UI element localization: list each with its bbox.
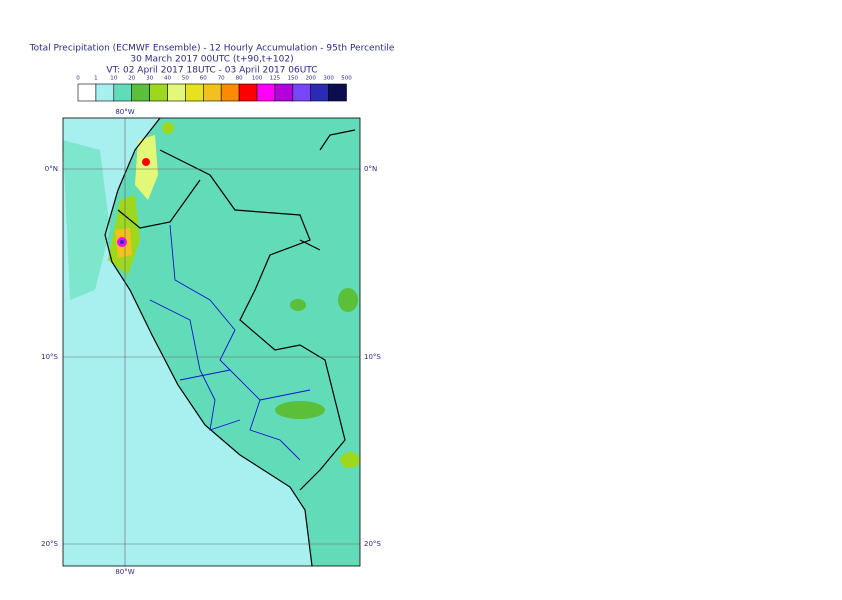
legend-box [292,83,311,102]
lat-label: 0°N [45,165,58,173]
legend-label: 30 [146,76,153,82]
legend-label: 200 [305,76,316,82]
precip-area [63,140,110,300]
legend-label: 80 [236,76,243,82]
precip-peak [142,158,150,166]
lon-label: 80°W [115,108,134,116]
title-line: VT: 02 April 2017 18UTC - 03 April 2017 … [106,66,317,76]
map [63,118,360,566]
legend-box [203,83,222,102]
legend-box [149,83,168,102]
legend-label: 70 [218,76,225,82]
legend-label: 125 [270,76,281,82]
lon-label: 80°W [115,568,134,576]
legend-label: 60 [200,76,207,82]
legend-box [131,83,150,102]
precip-area [340,452,360,468]
legend-label: 40 [164,76,171,82]
precip-peak [120,240,124,244]
legend-box [95,83,115,102]
legend-box [274,83,294,102]
legend-label: 300 [323,76,334,82]
legend-box [328,83,347,102]
legend-box [77,83,97,102]
map-frame [62,117,361,567]
legend-box [256,83,276,102]
legend-label: 0 [76,76,80,82]
title-line: 30 March 2017 00UTC (t+90,t+102) [130,55,293,65]
legend-box [167,83,186,102]
coastline [104,118,313,566]
legend-box [185,83,204,102]
land [105,118,360,566]
precip-area [135,135,158,200]
legend-label: 20 [128,76,135,82]
legend-box [113,83,133,102]
legend-label: 100 [252,76,263,82]
title-line: Total Precipitation (ECMWF Ensemble) - 1… [29,44,395,54]
precip-area [338,288,358,312]
lat-label: 10°S [364,353,381,361]
legend: 0 1 10 20 30 40 50 60 70 80 100 125 150 200 300 500 [76,76,352,102]
legend-box [220,83,240,102]
lat-label: 10°S [41,353,58,361]
border [117,179,201,229]
legend-label: 50 [182,76,189,82]
precip-area [162,122,174,134]
lat-label: 0°N [364,165,377,173]
legend-label: 10 [110,76,117,82]
legend-label: 500 [341,76,352,82]
region-border [149,224,311,461]
border [299,129,356,251]
precip-area [290,299,306,311]
border [159,149,346,491]
precip-area [275,401,325,419]
legend-label: 150 [288,76,299,82]
legend-box [238,83,258,102]
lat-label: 20°S [364,540,381,548]
lat-label: 20°S [41,540,58,548]
legend-box [310,83,329,102]
legend-label: 1 [94,76,98,82]
